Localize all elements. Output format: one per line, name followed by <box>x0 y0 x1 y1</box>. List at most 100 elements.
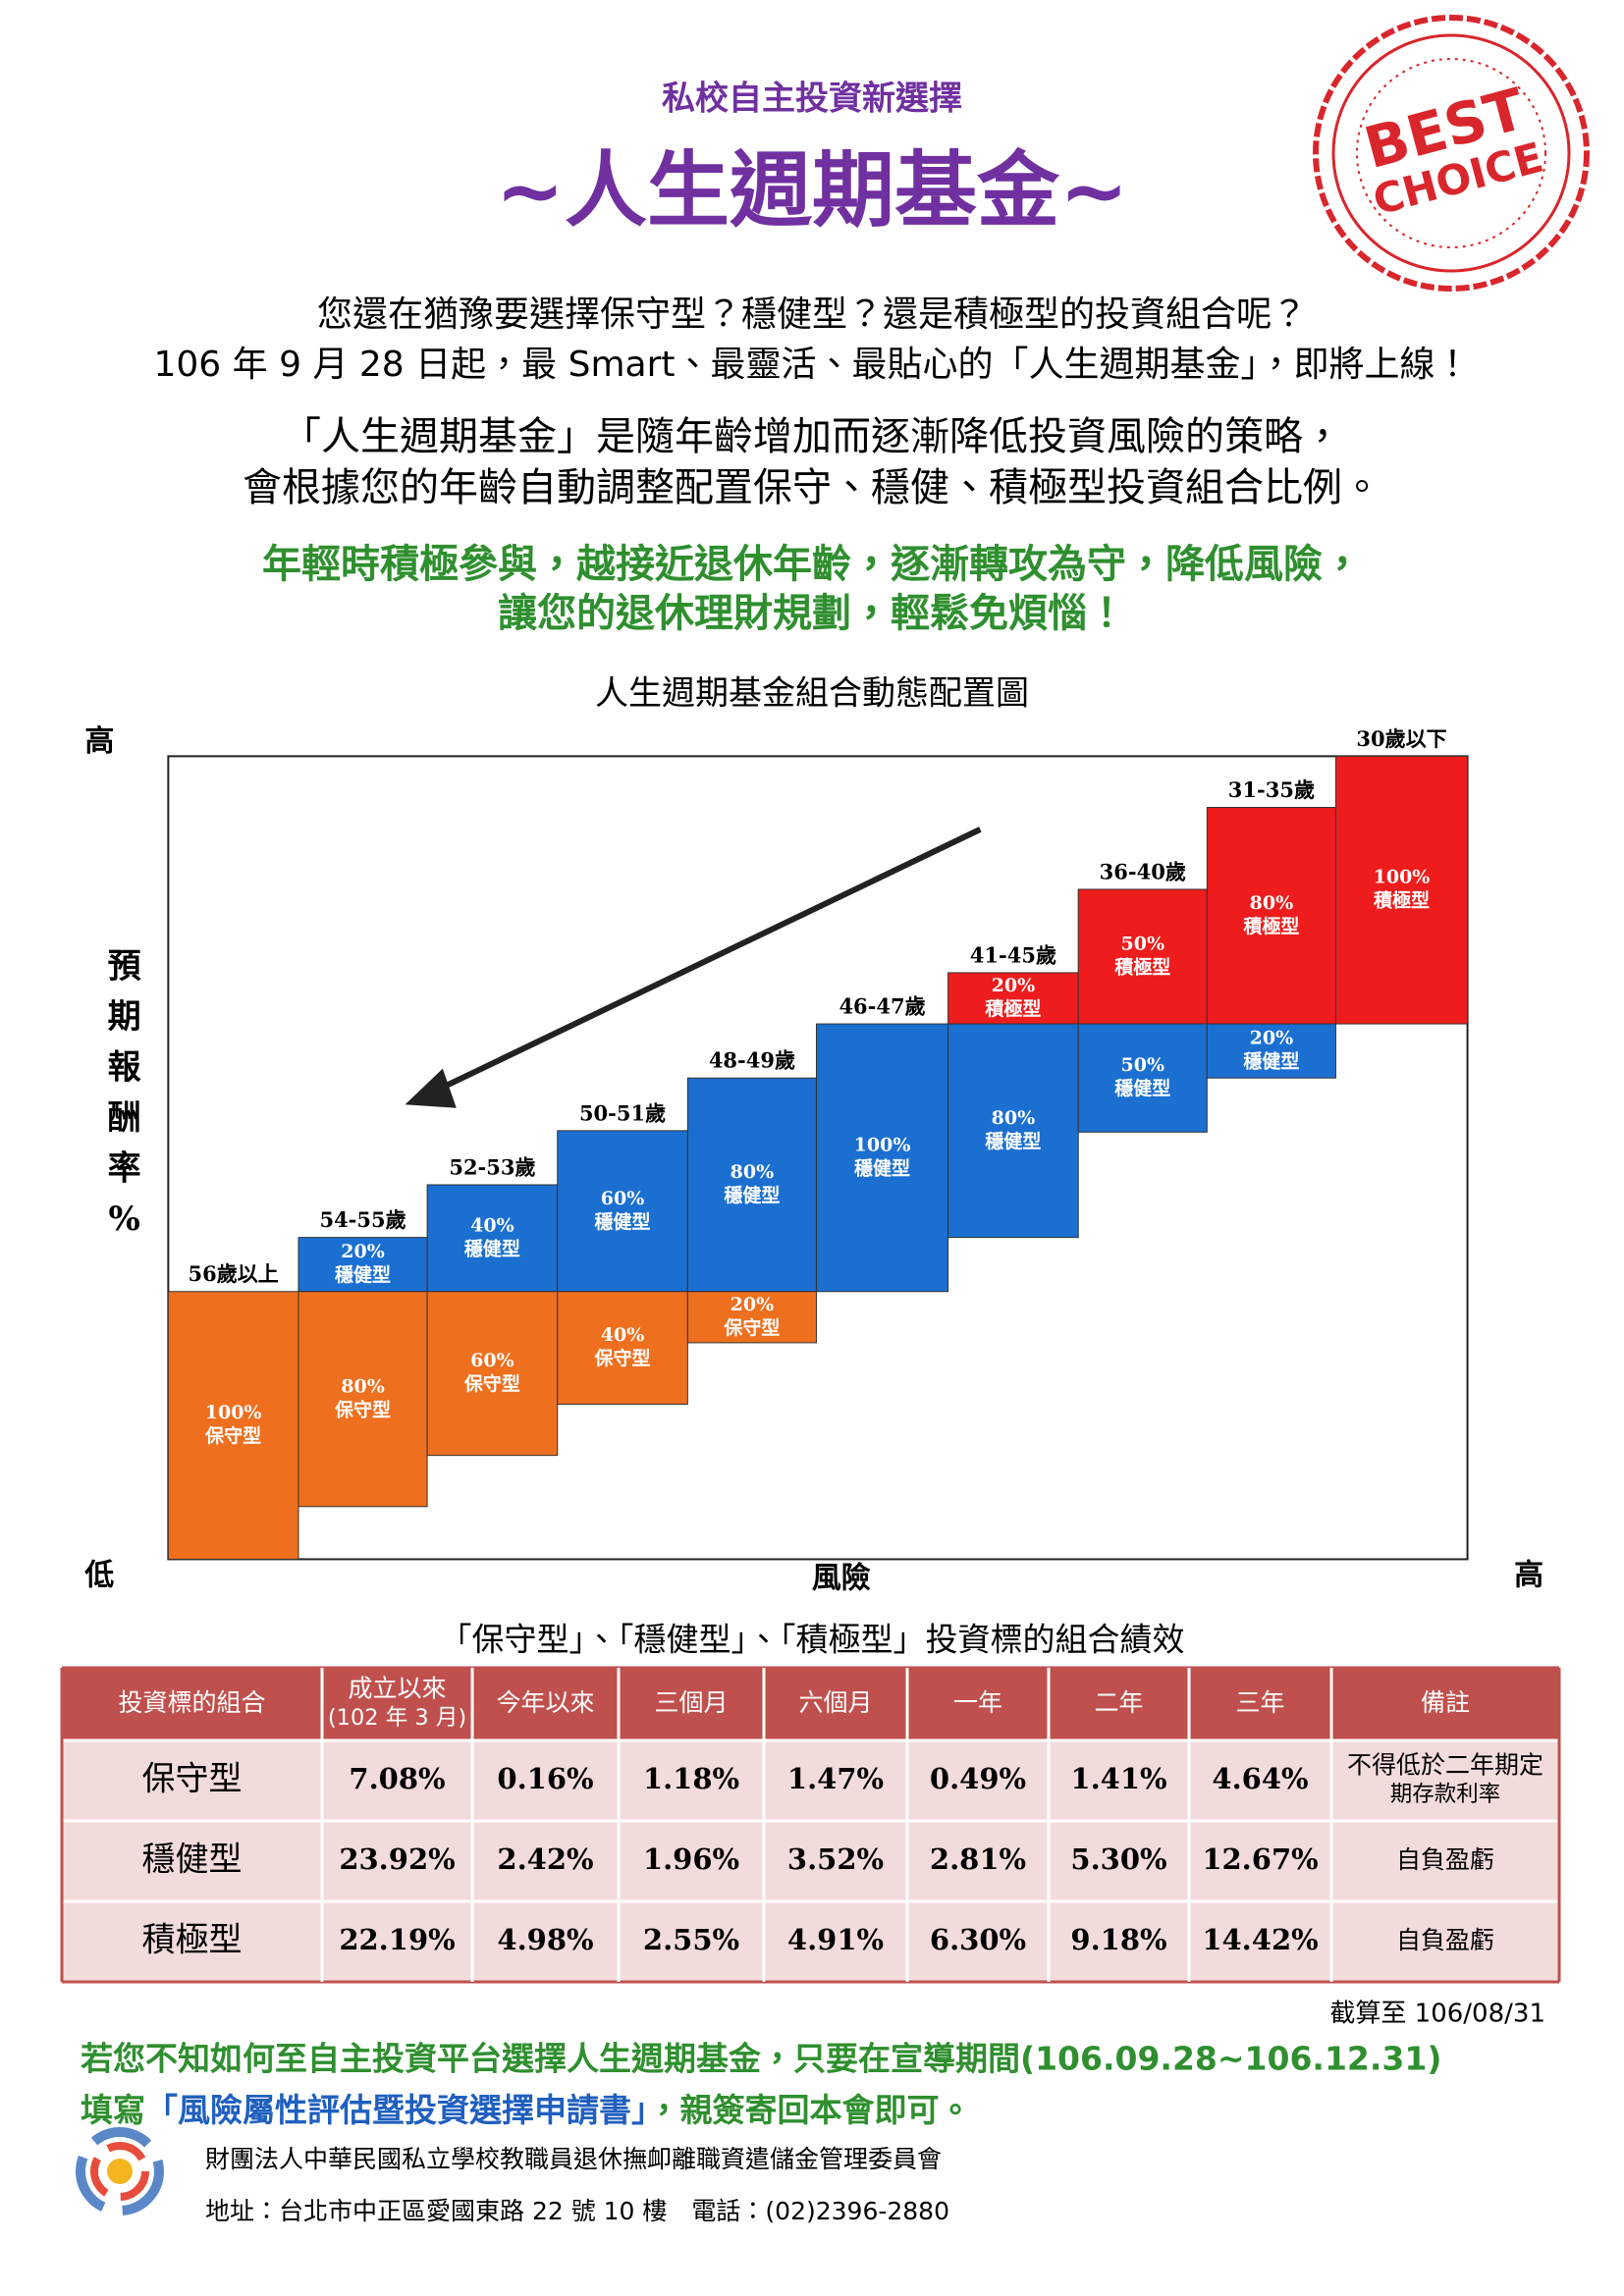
table-value: 5.30% <box>1070 1842 1166 1876</box>
table-value: 1.96% <box>643 1842 739 1876</box>
table-value: 22.19% <box>339 1923 455 1956</box>
age-label: 36-40歲 <box>1100 859 1186 883</box>
table-header-bg <box>62 1668 1559 1740</box>
table-value: 0.16% <box>497 1762 593 1795</box>
block-percent: 20% <box>731 1294 775 1315</box>
allocation-block <box>298 1291 428 1508</box>
table-value: 2.42% <box>497 1842 593 1876</box>
organization: 財團法人中華民國私立學校教職員退休撫卹離職資遣儲金管理委員會 <box>205 2145 942 2173</box>
block-percent: 100% <box>854 1134 911 1155</box>
block-percent: 20% <box>1250 1028 1294 1049</box>
block-percent: 80% <box>341 1375 385 1397</box>
age-label: 50-51歲 <box>579 1100 666 1125</box>
logo-core <box>107 2159 133 2184</box>
intro-line: 106 年 9 月 28 日起，最 Smart、最靈活、最貼心的「人生週期基金」… <box>154 345 1471 385</box>
highlight-line: 年輕時積極參與，越接近退休年齡，逐漸轉攻為守，降低風險， <box>262 542 1362 587</box>
stamp-ring <box>1331 33 1571 273</box>
block-percent: 80% <box>992 1107 1036 1129</box>
block-type: 積極型 <box>1374 889 1430 912</box>
block-percent: 100% <box>205 1402 262 1423</box>
block-type: 積極型 <box>1243 915 1299 937</box>
title: ~人生週期基金~ <box>496 142 1129 239</box>
block-percent: 40% <box>470 1214 514 1236</box>
axis-end: 高 <box>1514 1558 1543 1592</box>
axis-end: 低 <box>83 1558 114 1592</box>
subtitle: 私校自主投資新選擇 <box>662 80 962 119</box>
address: 地址：台北市中正區愛國東路 22 號 10 樓 電話：(02)2396-2880 <box>205 2197 949 2225</box>
block-type: 積極型 <box>1114 956 1170 979</box>
table-value: 4.64% <box>1212 1762 1308 1795</box>
block-type: 穩健型 <box>1114 1077 1170 1099</box>
axis-end: 高 <box>84 724 114 759</box>
table-header: (102 年 3 月) <box>328 1705 466 1731</box>
table-value: 0.49% <box>930 1762 1026 1795</box>
block-percent: 50% <box>1121 934 1165 955</box>
allocation-block <box>1077 888 1208 1025</box>
block-type: 保守型 <box>463 1372 520 1395</box>
table-value: 1.47% <box>787 1762 884 1795</box>
y-label-char: 率 <box>108 1149 141 1189</box>
block-type: 保守型 <box>204 1424 261 1447</box>
table-value: 1.18% <box>643 1762 739 1795</box>
block-percent: 50% <box>1121 1054 1165 1076</box>
allocation-block <box>426 1184 559 1293</box>
intro-line: 您還在猶豫要選擇保守型？穩健型？還是積極型的投資組合呢？ <box>317 294 1307 335</box>
age-label: 31-35歲 <box>1228 777 1315 802</box>
y-label-char: % <box>109 1200 140 1239</box>
description-line: 「人生週期基金」是隨年齡增加而逐漸降低投資風險的策略， <box>282 414 1342 459</box>
diagram-frame <box>167 755 1469 1561</box>
description-line: 會根據您的年齡自動調整配置保守、穩健、積極型投資組合比例。 <box>243 465 1381 510</box>
allocation-block <box>1206 1023 1336 1079</box>
table-note: 自負盈虧 <box>1396 1845 1494 1874</box>
block-type: 穩健型 <box>854 1156 910 1179</box>
block-percent: 60% <box>470 1350 514 1371</box>
allocation-block <box>557 1291 688 1405</box>
table-value: 6.30% <box>930 1923 1026 1956</box>
table-value: 2.81% <box>930 1842 1026 1876</box>
age-label: 56歲以上 <box>189 1261 279 1286</box>
block-type: 保守型 <box>334 1398 391 1420</box>
block-percent: 20% <box>341 1241 385 1262</box>
table-header: 投資標的組合 <box>118 1688 265 1717</box>
block-type: 保守型 <box>594 1347 651 1369</box>
form-name: 「風險屬性評估暨投資選擇申請書」 <box>145 2091 648 2129</box>
age-label: 46-47歲 <box>839 994 925 1019</box>
table-header: 一年 <box>953 1688 1002 1717</box>
logo-ring <box>90 2142 149 2201</box>
table-value: 4.91% <box>787 1923 884 1956</box>
block-type: 穩健型 <box>985 1130 1041 1152</box>
table-header: 備註 <box>1421 1688 1470 1717</box>
table-value: 1.41% <box>1070 1762 1166 1795</box>
block-percent: 20% <box>992 975 1036 996</box>
block-percent: 100% <box>1374 867 1431 888</box>
age-label: 30歲以下 <box>1356 726 1446 751</box>
as-of: 截算至 106/08/31 <box>1329 2000 1545 2029</box>
block-type: 穩健型 <box>464 1237 520 1259</box>
table-header: 三個月 <box>654 1688 728 1717</box>
table-title: 「保守型」、「穩健型」、「積極型」投資標的組合績效 <box>440 1621 1185 1659</box>
block-percent: 60% <box>601 1188 645 1209</box>
stamp-ring <box>1313 15 1590 292</box>
block-percent: 80% <box>1250 892 1294 914</box>
allocation-block <box>947 972 1079 1025</box>
block-type: 穩健型 <box>1243 1050 1299 1073</box>
table-body-bg <box>62 1740 1559 1982</box>
block-type: 穩健型 <box>335 1263 391 1286</box>
age-label: 41-45歲 <box>970 942 1056 967</box>
block-type: 保守型 <box>723 1316 780 1339</box>
table-note: 自負盈虧 <box>1396 1926 1494 1954</box>
age-label: 52-53歲 <box>449 1154 535 1179</box>
table-note: 期存款利率 <box>1390 1782 1501 1807</box>
block-type: 積極型 <box>985 997 1041 1020</box>
trend-arrow <box>430 827 982 1095</box>
table-value: 7.08% <box>349 1762 445 1795</box>
allocation-block <box>557 1130 688 1293</box>
allocation-block <box>426 1291 559 1457</box>
table-header: 今年以來 <box>496 1688 594 1717</box>
allocation-block <box>686 1291 817 1344</box>
allocation-block <box>815 1023 949 1293</box>
age-label: 54-55歲 <box>319 1207 406 1232</box>
table-header: 六個月 <box>798 1688 872 1717</box>
